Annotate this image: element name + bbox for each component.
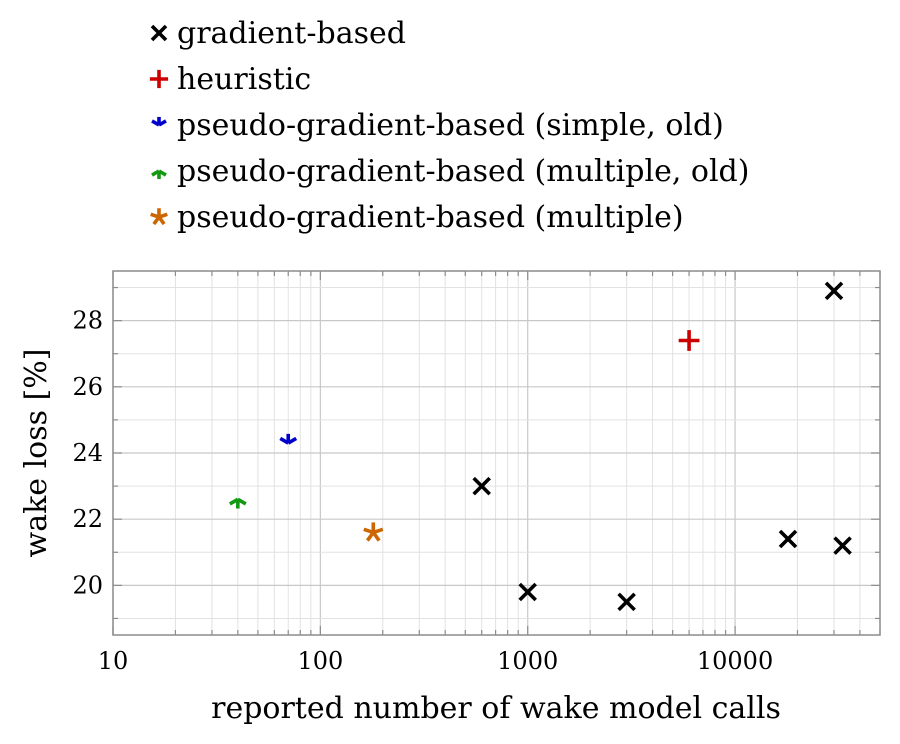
legend-marker (151, 169, 167, 180)
legend-marker (150, 208, 168, 226)
y-axis-label: wake loss [%] (19, 349, 54, 558)
legend-marker (150, 24, 168, 42)
y-tick-label: 28 (72, 307, 103, 335)
data-point (678, 330, 700, 351)
data-point (833, 536, 852, 555)
y-tick-label: 22 (72, 505, 103, 533)
data-point (617, 592, 636, 612)
data-point (228, 497, 247, 509)
y-tick-label: 24 (72, 439, 103, 467)
legend-label: gradient-based (177, 16, 406, 51)
x-tick-label: 1000 (497, 647, 558, 675)
data-point (778, 529, 798, 549)
data-points (228, 281, 852, 612)
y-tick-label: 26 (72, 373, 103, 401)
legend-label: heuristic (177, 62, 311, 97)
legend: gradient-based heuristic pseudo-gradient-b… (149, 16, 749, 235)
x-tick-label: 10000 (697, 647, 773, 675)
legend-marker (149, 69, 169, 89)
grid (112, 271, 881, 635)
legend-label: pseudo-gradient-based (multiple, old) (177, 154, 749, 189)
tick-labels: 10 100 1000 10000 20 22 24 26 28 (72, 307, 773, 675)
x-tick-label: 10 (98, 647, 129, 675)
legend-marker (151, 116, 167, 127)
data-point (518, 582, 537, 602)
data-point (363, 522, 384, 542)
data-point (824, 281, 844, 301)
x-axis-label: reported number of wake model calls (211, 691, 781, 726)
plot-frame (112, 270, 881, 636)
data-point (279, 433, 298, 445)
legend-label: pseudo-gradient-based (multiple) (177, 200, 684, 235)
x-tick-label: 100 (297, 647, 343, 675)
y-tick-label: 20 (72, 571, 103, 599)
legend-label: pseudo-gradient-based (simple, old) (177, 108, 724, 143)
data-point (472, 476, 491, 496)
